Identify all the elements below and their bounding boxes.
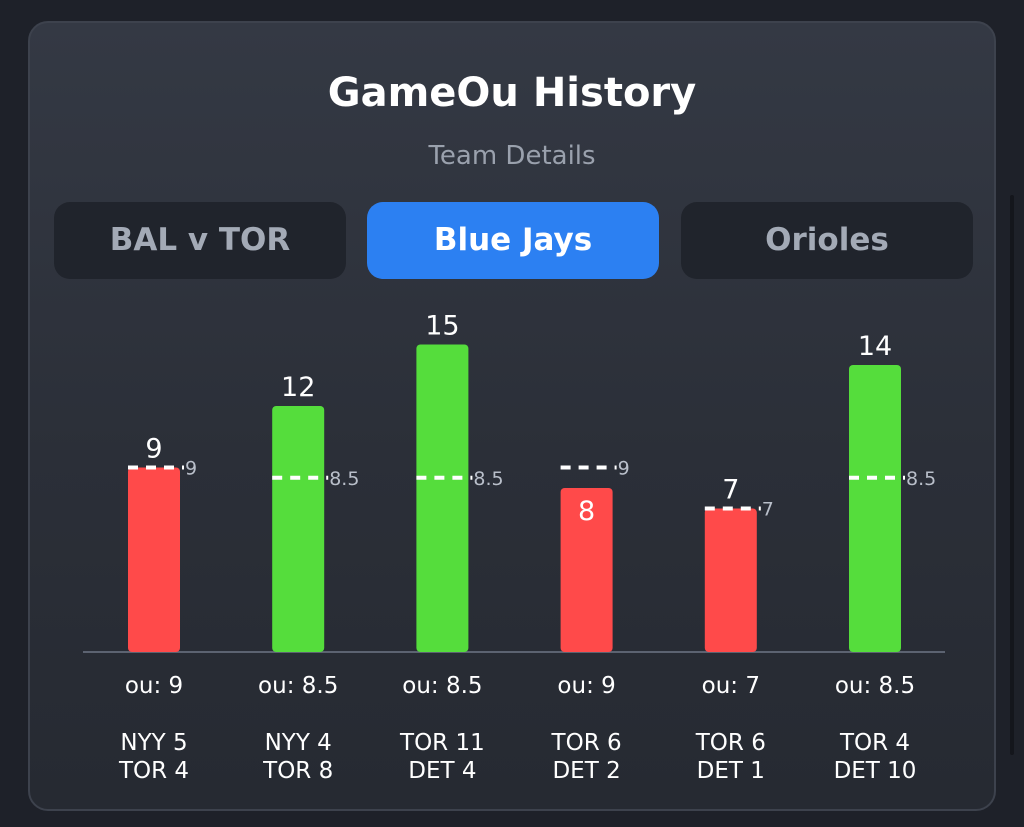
bar-2[interactable]	[416, 344, 469, 653]
bar-4[interactable]	[704, 508, 757, 653]
score-label-3: TOR 6 DET 2	[551, 730, 622, 784]
bar-1[interactable]	[272, 406, 325, 652]
ou-line-label-3: 9	[618, 458, 630, 480]
score-label-1: NYY 4 TOR 8	[262, 730, 333, 784]
score-label-4: TOR 6 DET 1	[695, 730, 766, 784]
ou-category-label-1: ou: 8.5	[258, 673, 338, 699]
tab-orioles[interactable]: Orioles	[681, 202, 973, 279]
value-label-0: 9	[145, 434, 162, 465]
score-label-5: TOR 4 DET 10	[834, 730, 917, 784]
ou-category-label-4: ou: 7	[702, 673, 760, 699]
ou-category-label-0: ou: 9	[125, 673, 183, 699]
ou-line-label-4: 7	[762, 499, 774, 521]
bar-5[interactable]	[849, 365, 901, 652]
game-ou-history-card: GameOu History Team Details BAL v TOR Bl…	[28, 21, 996, 811]
value-label-2: 15	[425, 311, 459, 342]
tab-bal-v-tor[interactable]: BAL v TOR	[54, 202, 346, 279]
ou-line-label-2: 8.5	[473, 468, 503, 490]
score-label-2: TOR 11 DET 4	[399, 730, 485, 784]
score-label-0: NYY 5 TOR 4	[118, 730, 189, 784]
ou-category-label-2: ou: 8.5	[402, 673, 482, 699]
ou-line-label-0: 9	[185, 458, 197, 480]
bar-0[interactable]	[128, 467, 180, 653]
value-label-3: 8	[578, 496, 595, 527]
card-subtitle: Team Details	[428, 141, 596, 171]
value-label-1: 12	[281, 372, 315, 403]
ou-history-chart: 9 9 ou: 9 NYY 5 TOR 4 8.5 12 ou: 8.5 NYY 4 TOR 8 8…	[83, 311, 945, 784]
ou-line-label-5: 8.5	[906, 468, 936, 490]
ou-category-label-3: ou: 9	[557, 673, 615, 699]
ou-line-label-1: 8.5	[329, 468, 359, 490]
value-label-4: 7	[722, 475, 739, 506]
card-title: GameOu History	[327, 70, 697, 116]
tab-blue-jays[interactable]: Blue Jays	[367, 202, 659, 279]
ou-category-label-5: ou: 8.5	[835, 673, 915, 699]
scrollbar-track[interactable]	[1010, 195, 1014, 755]
value-label-5: 14	[858, 331, 892, 362]
bar-3[interactable]	[560, 488, 613, 652]
